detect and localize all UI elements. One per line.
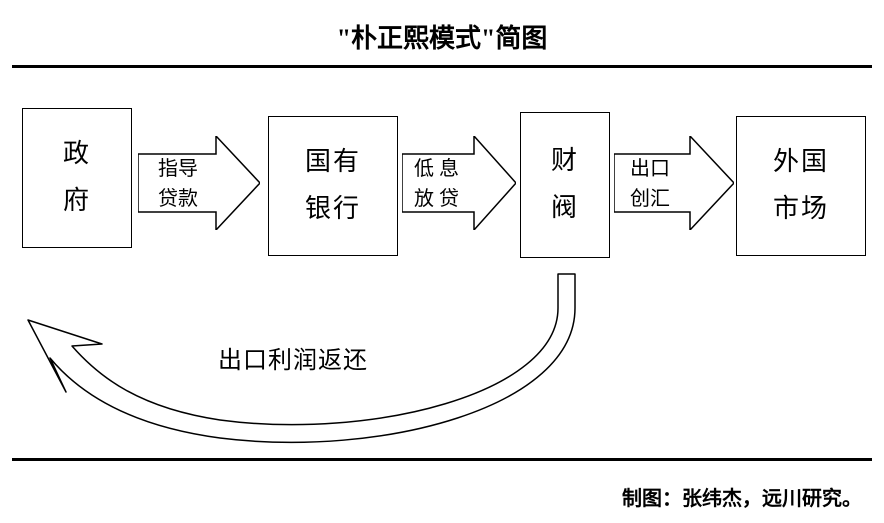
- arrow-label-line: 创汇: [630, 184, 670, 214]
- node-state-bank: 国有 银行: [268, 116, 398, 256]
- arrow-label-line: 指导: [158, 154, 198, 184]
- node-government: 政 府: [22, 108, 132, 248]
- node-foreign-market: 外国 市场: [736, 116, 866, 256]
- arrow-label-line: 出口: [630, 154, 670, 184]
- bottom-rule: [12, 458, 872, 461]
- arrow-label-line: 放 贷: [414, 184, 459, 214]
- node-line: 财: [551, 138, 579, 185]
- arrow-label-line: 贷款: [158, 184, 198, 214]
- arrow-label-line: 低 息: [414, 154, 459, 184]
- node-line: 国有: [305, 139, 361, 186]
- node-line: 府: [63, 178, 91, 225]
- arrow-guided-loan: [138, 136, 260, 230]
- feedback-label: 出口利润返还: [218, 340, 368, 375]
- node-line: 阀: [551, 185, 579, 232]
- arrow-label: 指导 贷款: [158, 154, 198, 214]
- diagram-title: "朴正熙模式"简图: [0, 0, 884, 65]
- node-line: 银行: [305, 186, 361, 233]
- flow-canvas: 政 府 国有 银行 财 阀 外国 市场 指导 贷款 低 息 放 贷 出口: [0, 68, 884, 428]
- arrow-label: 低 息 放 贷: [414, 154, 459, 214]
- node-line: 政: [63, 131, 91, 178]
- node-line: 外国: [773, 139, 829, 186]
- credit-line: 制图：张纬杰，远川研究。: [622, 482, 862, 511]
- node-chaebol: 财 阀: [520, 112, 610, 258]
- node-line: 市场: [773, 186, 829, 233]
- arrow-label: 出口 创汇: [630, 154, 670, 214]
